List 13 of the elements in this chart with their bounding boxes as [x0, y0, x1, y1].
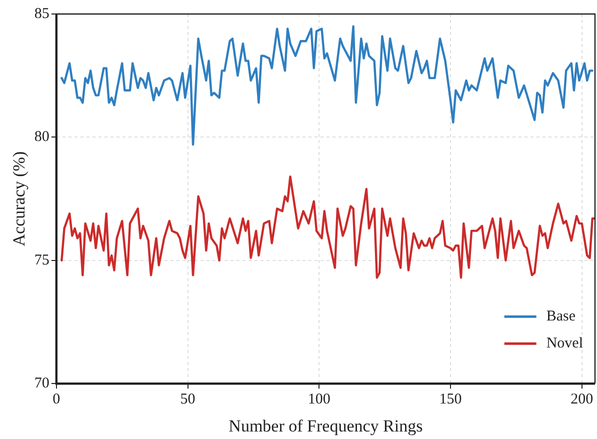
x-tick-label: 200: [570, 392, 594, 408]
y-tick-label: 75: [34, 252, 50, 268]
x-tick-label: 50: [180, 392, 196, 408]
x-tick-label: 0: [52, 392, 60, 408]
legend-label: Base: [546, 308, 576, 325]
x-tick-label: 100: [308, 392, 330, 408]
y-axis-title: Accuracy (%): [10, 151, 29, 246]
x-tick-label: 150: [439, 392, 462, 408]
y-tick-label: 70: [34, 376, 50, 392]
y-tick-label: 80: [34, 129, 50, 146]
x-axis-title: Number of Frequency Rings: [228, 416, 423, 436]
y-tick-label: 85: [34, 6, 50, 22]
legend-label: Novel: [546, 336, 584, 352]
